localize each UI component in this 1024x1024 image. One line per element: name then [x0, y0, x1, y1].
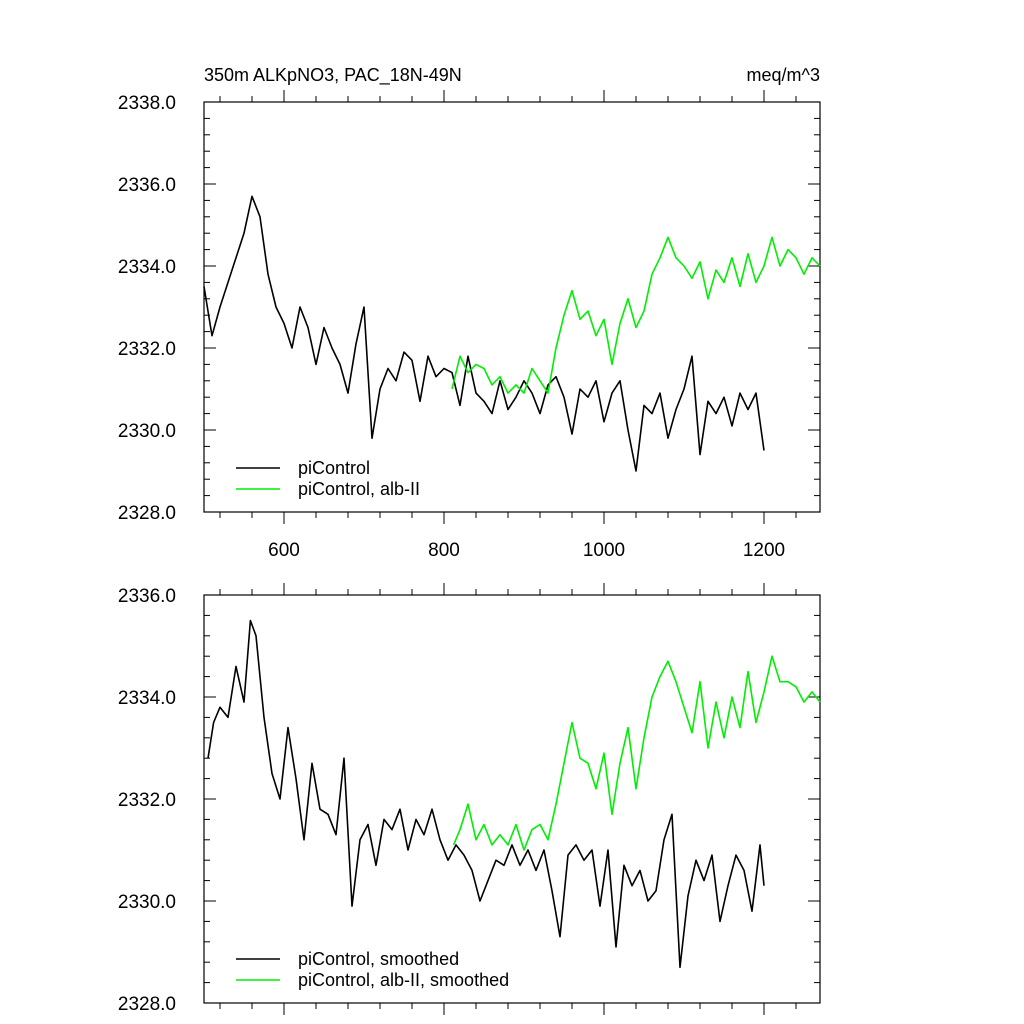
x-tick-label: 800 [428, 540, 460, 561]
series-line-alb-ii [452, 655, 821, 851]
x-tick-label: 600 [268, 540, 300, 561]
y-tick-label: 2328.0 [118, 994, 176, 1015]
series-line-picontrol [207, 619, 765, 969]
y-tick-label: 2336.0 [118, 175, 176, 196]
panel-top: 350m ALKpNO3, PAC_18N-49N meq/m^3 2328.0… [118, 65, 821, 561]
y-tick-label: 2330.0 [118, 892, 176, 913]
y-tick-label: 2328.0 [118, 503, 176, 524]
y-tick-label: 2332.0 [118, 790, 176, 811]
units-label: meq/m^3 [747, 65, 820, 85]
y-tick-label: 2334.0 [118, 257, 176, 278]
y-tick-label: 2330.0 [118, 421, 176, 442]
y-tick-label: 2336.0 [118, 586, 176, 607]
legend-label: piControl, alb-II, smoothed [298, 970, 509, 990]
y-tick-label: 2338.0 [118, 93, 176, 114]
x-tick-label: 1200 [743, 540, 785, 561]
y-tick-label: 2332.0 [118, 339, 176, 360]
chart-title: 350m ALKpNO3, PAC_18N-49N [204, 65, 462, 86]
panel-bottom: 2328.0 2330.0 2332.0 2334.0 2336.0 piControl,… [118, 583, 821, 1015]
x-tick-label: 1000 [583, 540, 625, 561]
series-line-alb-ii [451, 236, 821, 394]
plot-frame [203, 594, 821, 1004]
y-tick-label: 2334.0 [118, 688, 176, 709]
plot-frame [203, 101, 821, 513]
legend-label: piControl [298, 458, 370, 478]
series-line-picontrol [203, 195, 765, 472]
legend-label: piControl, alb-II [298, 479, 420, 499]
legend-label: piControl, smoothed [298, 949, 459, 969]
